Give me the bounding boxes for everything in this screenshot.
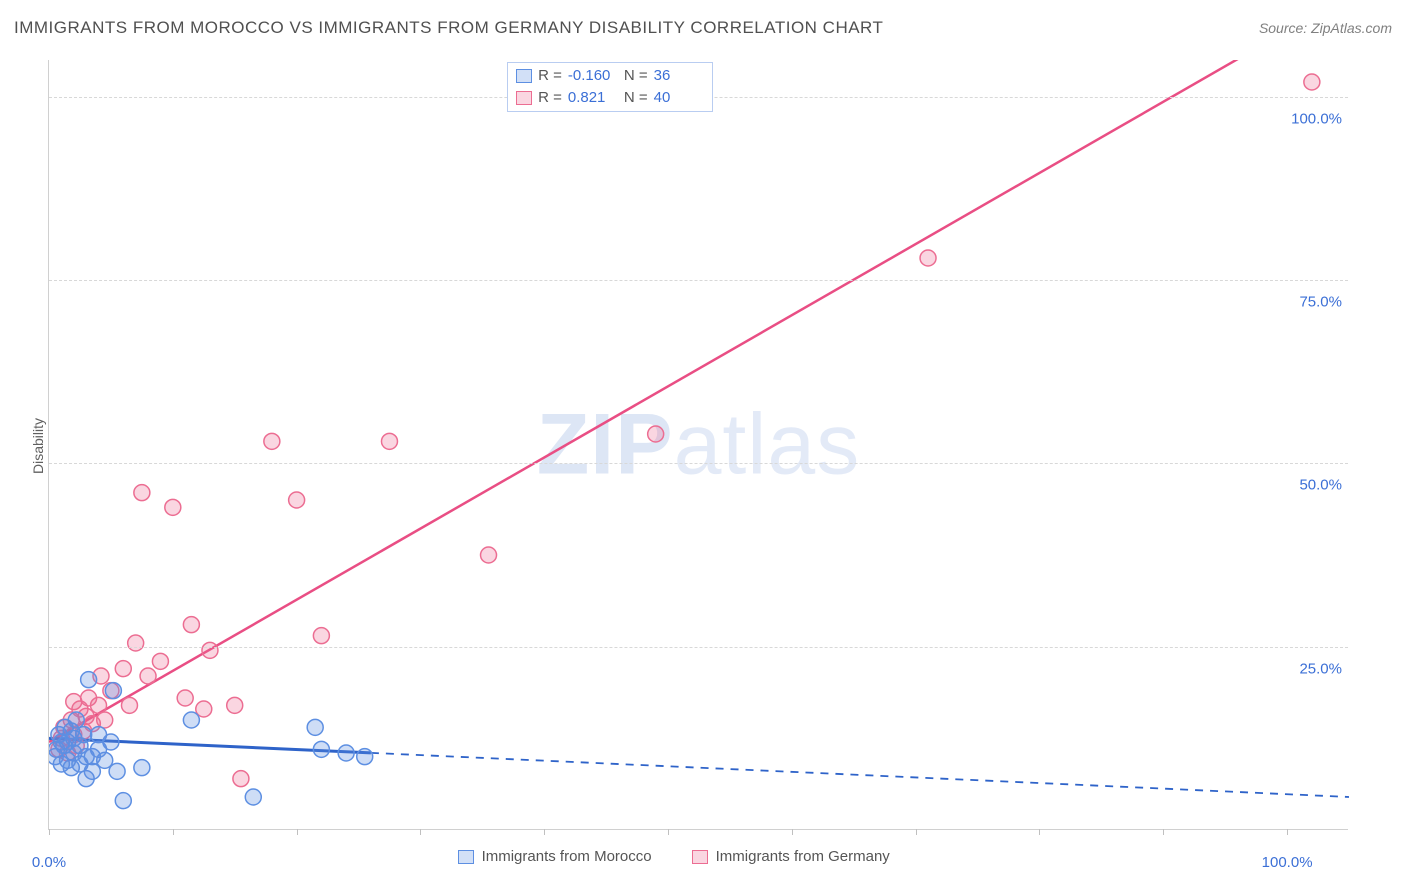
x-tick (420, 829, 421, 835)
source-attribution: Source: ZipAtlas.com (1259, 20, 1392, 36)
point-germany (121, 697, 137, 713)
point-morocco (245, 789, 261, 805)
point-germany (140, 668, 156, 684)
legend-series-item: Immigrants from Germany (692, 848, 890, 865)
legend-swatch (516, 91, 532, 105)
source-name: ZipAtlas.com (1311, 20, 1392, 36)
point-germany (177, 690, 193, 706)
point-germany (152, 653, 168, 669)
y-tick-label: 75.0% (1299, 294, 1342, 311)
legend-series-label: Immigrants from Morocco (482, 848, 652, 865)
point-morocco (357, 749, 373, 765)
point-morocco (134, 760, 150, 776)
point-germany (920, 250, 936, 266)
legend-series: Immigrants from Morocco Immigrants from G… (458, 848, 890, 865)
point-germany (202, 642, 218, 658)
x-tick (1163, 829, 1164, 835)
x-tick (173, 829, 174, 835)
point-germany (183, 617, 199, 633)
chart-area: ZIPatlas 25.0%50.0%75.0%100.0%0.0%100.0%… (48, 60, 1348, 830)
y-axis-label: Disability (30, 418, 46, 474)
point-germany (97, 712, 113, 728)
legend-series-item: Immigrants from Morocco (458, 848, 652, 865)
legend-stats-row: R = 0.821 N = 40 (516, 87, 704, 109)
y-tick-label: 50.0% (1299, 477, 1342, 494)
point-germany (1304, 74, 1320, 90)
point-germany (128, 635, 144, 651)
point-morocco (307, 719, 323, 735)
point-morocco (105, 683, 121, 699)
gridline-h (49, 647, 1348, 648)
point-morocco (115, 793, 131, 809)
legend-r-label: R = (538, 87, 562, 109)
x-tick-label-right: 100.0% (1262, 854, 1313, 871)
point-morocco (109, 763, 125, 779)
x-tick (544, 829, 545, 835)
point-germany (313, 628, 329, 644)
legend-stats-row: R = -0.160 N = 36 (516, 65, 704, 87)
point-morocco (103, 734, 119, 750)
y-tick-label: 25.0% (1299, 660, 1342, 677)
point-germany (481, 547, 497, 563)
legend-n-value: 36 (654, 65, 704, 87)
header: IMMIGRANTS FROM MOROCCO VS IMMIGRANTS FR… (14, 18, 1392, 38)
y-tick-label: 100.0% (1291, 110, 1342, 127)
point-morocco (338, 745, 354, 761)
legend-r-value: -0.160 (568, 65, 618, 87)
legend-series-label: Immigrants from Germany (716, 848, 890, 865)
point-germany (289, 492, 305, 508)
legend-n-label: N = (624, 65, 648, 87)
legend-stats: R = -0.160 N = 36 R = 0.821 N = 40 (507, 62, 713, 112)
point-germany (165, 499, 181, 515)
point-germany (233, 771, 249, 787)
point-morocco (183, 712, 199, 728)
x-tick (297, 829, 298, 835)
x-tick-label-left: 0.0% (32, 854, 66, 871)
trend-line-dashed (371, 753, 1349, 797)
plot-region: ZIPatlas 25.0%50.0%75.0%100.0%0.0%100.0%… (48, 60, 1348, 830)
x-tick (916, 829, 917, 835)
legend-n-value: 40 (654, 87, 704, 109)
svg-layer (49, 60, 1349, 830)
legend-swatch (458, 850, 474, 864)
point-germany (381, 433, 397, 449)
point-germany (134, 485, 150, 501)
chart-title: IMMIGRANTS FROM MOROCCO VS IMMIGRANTS FR… (14, 18, 883, 38)
point-germany (91, 697, 107, 713)
gridline-h (49, 463, 1348, 464)
point-morocco (81, 672, 97, 688)
point-morocco (313, 741, 329, 757)
x-tick (49, 829, 50, 835)
x-tick (668, 829, 669, 835)
x-tick (1039, 829, 1040, 835)
point-morocco (76, 727, 92, 743)
x-tick (1287, 829, 1288, 835)
gridline-h (49, 280, 1348, 281)
legend-swatch (516, 69, 532, 83)
point-germany (115, 661, 131, 677)
legend-swatch (692, 850, 708, 864)
x-tick (792, 829, 793, 835)
legend-r-label: R = (538, 65, 562, 87)
point-morocco (68, 712, 84, 728)
point-germany (227, 697, 243, 713)
point-germany (648, 426, 664, 442)
legend-n-label: N = (624, 87, 648, 109)
trend-line (49, 60, 1287, 742)
point-germany (264, 433, 280, 449)
source-prefix: Source: (1259, 20, 1311, 36)
legend-r-value: 0.821 (568, 87, 618, 109)
